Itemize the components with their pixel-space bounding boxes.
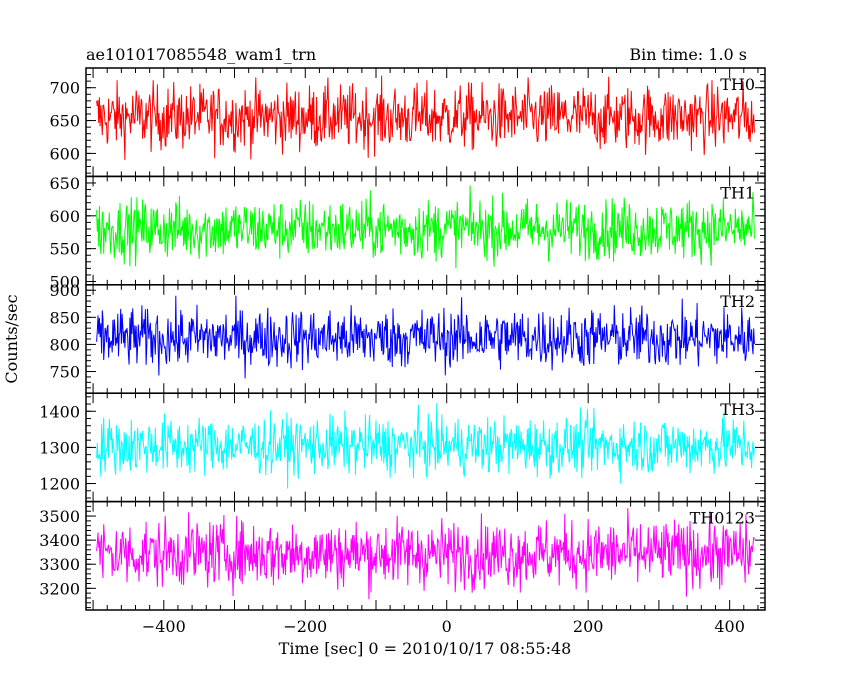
y-tick-label: 750 [49, 363, 80, 382]
panel-th2: 750 800 850 900 TH2 [49, 281, 766, 394]
y-axis-label: Counts/sec [2, 294, 21, 383]
y-tick-label: 3200 [39, 579, 80, 598]
y-tick-label: 700 [49, 79, 80, 98]
y-tick-label: 600 [49, 207, 80, 226]
panel-th0123: 3200 3300 3400 3500 TH0123 [39, 500, 766, 611]
y-tick-label: 650 [49, 112, 80, 131]
series-line-th0 [96, 75, 755, 160]
y-tick-label: 1200 [39, 475, 80, 494]
x-tick-label: −200 [283, 617, 327, 636]
panel-th1: 500 550 600 650 TH1 [49, 174, 766, 292]
y-tick-label: 550 [49, 240, 80, 259]
x-tick-label: 400 [714, 617, 745, 636]
y-tick-label: 800 [49, 335, 80, 354]
panel-label-th2: TH2 [720, 292, 755, 311]
y-tick-label: 3500 [39, 507, 80, 526]
y-tick-label: 1400 [39, 402, 80, 421]
panel-label-th0: TH0 [720, 75, 755, 94]
series-line-th0123 [96, 508, 755, 600]
x-axis-label: Time [sec] 0 = 2010/10/17 08:55:48 [279, 639, 572, 658]
y-tick-label: 650 [49, 174, 80, 193]
bin-time-label: Bin time: 1.0 s [629, 45, 747, 64]
x-tick-label: 0 [442, 617, 452, 636]
series-line-th3 [96, 403, 755, 489]
y-tick-label: 1300 [39, 438, 80, 457]
panel-frame [85, 500, 766, 611]
series-line-th1 [96, 185, 755, 269]
x-tick-labels: −400 −200 0 200 400 [142, 617, 745, 636]
y-tick-label: 850 [49, 308, 80, 327]
panel-label-th1: TH1 [720, 183, 755, 202]
y-tick-label: 600 [49, 144, 80, 163]
x-tick-label: 200 [573, 617, 604, 636]
y-tick-label: 3400 [39, 531, 80, 550]
plot-title: ae101017085548_wam1_trn [86, 45, 316, 64]
panel-label-th3: TH3 [720, 400, 755, 419]
y-tick-label: 900 [49, 281, 80, 300]
panel-th3: 1200 1300 1400 TH3 [39, 392, 766, 503]
panel-label-th0123: TH0123 [690, 509, 755, 528]
y-tick-label: 500 [49, 273, 80, 292]
series-line-th2 [96, 295, 755, 379]
x-tick-label: −400 [142, 617, 186, 636]
y-tick-label: 3300 [39, 555, 80, 574]
panel-th0: 600 650 700 TH0 [49, 67, 766, 178]
panels-group: 600 650 700 TH0 500 550 600 650 TH1 750 800 850 900 T… [39, 67, 766, 611]
